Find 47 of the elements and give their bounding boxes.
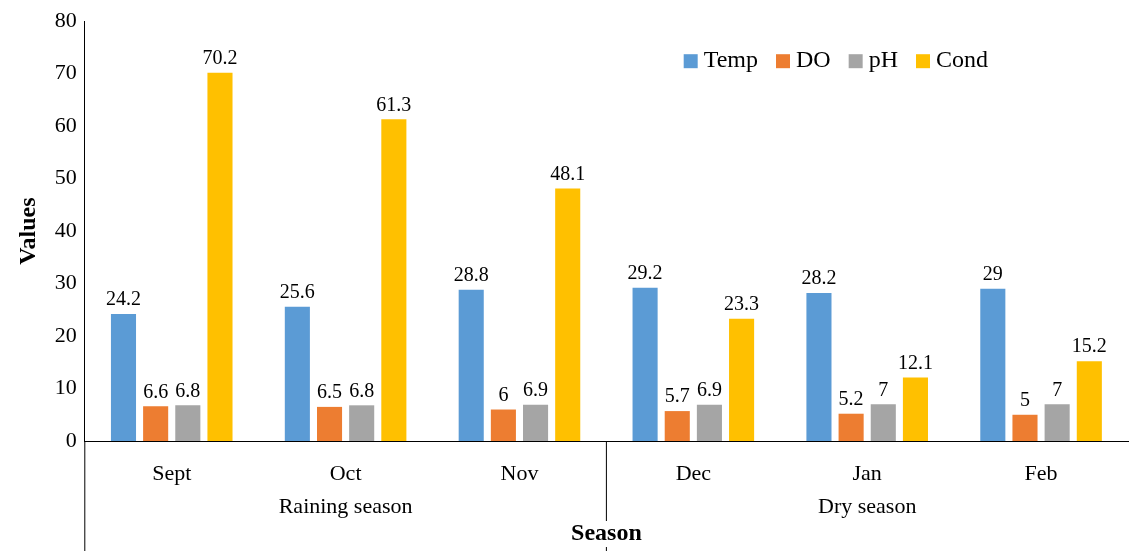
y-axis-title: Values: [13, 197, 40, 265]
data-label: 12.1: [897, 350, 933, 373]
y-tick-label: 70: [54, 59, 77, 85]
data-label: 6.5: [317, 380, 343, 403]
data-label: 23.3: [724, 291, 760, 314]
data-label: 6.9: [696, 378, 722, 401]
legend-label: Cond: [935, 46, 989, 73]
data-label: 29: [982, 262, 1003, 285]
data-label: 5: [1019, 388, 1030, 411]
data-label: 7: [878, 377, 889, 400]
x-axis-title: Season: [571, 519, 642, 546]
data-label: 28.2: [801, 266, 837, 289]
data-label: 48.1: [550, 161, 586, 184]
data-label: 6.8: [175, 378, 201, 401]
x-tick-label: Nov: [500, 459, 539, 485]
data-label: 70.2: [202, 45, 238, 68]
text: Dry season: [818, 492, 917, 518]
x-tick-label: Sept: [152, 459, 192, 485]
data-label: 15.2: [1071, 334, 1107, 357]
y-tick-label: 40: [54, 216, 77, 242]
data-label: 6.6: [143, 379, 169, 402]
data-label: 61.3: [376, 92, 412, 115]
x-tick-label: Oct: [329, 459, 362, 485]
data-label: 7: [1052, 377, 1063, 400]
legend-label: pH: [868, 46, 898, 73]
legend-label: DO: [796, 46, 831, 73]
y-tick-label: 80: [54, 6, 77, 32]
x-tick-label: Feb: [1024, 459, 1058, 485]
y-tick-label: 20: [54, 321, 77, 347]
data-label: 6.9: [523, 378, 549, 401]
y-tick-label: 60: [54, 111, 77, 137]
y-tick-label: 30: [54, 269, 77, 295]
y-tick-label: 50: [54, 164, 77, 190]
data-label: 5.7: [664, 384, 690, 407]
data-label: 28.8: [453, 263, 489, 286]
data-label: 6: [498, 382, 509, 405]
y-tick-label: 0: [65, 426, 77, 452]
legend-label: Temp: [703, 46, 758, 73]
x-tick-label: Jan: [852, 459, 882, 485]
y-tick-label: 10: [54, 374, 77, 400]
data-label: 24.2: [105, 287, 141, 310]
data-label: 6.8: [349, 378, 375, 401]
data-label: 5.2: [838, 386, 864, 409]
x-tick-label: Dec: [675, 459, 712, 485]
text: Raining season: [278, 492, 413, 518]
data-label: 29.2: [627, 261, 663, 284]
data-label: 25.6: [279, 279, 315, 302]
